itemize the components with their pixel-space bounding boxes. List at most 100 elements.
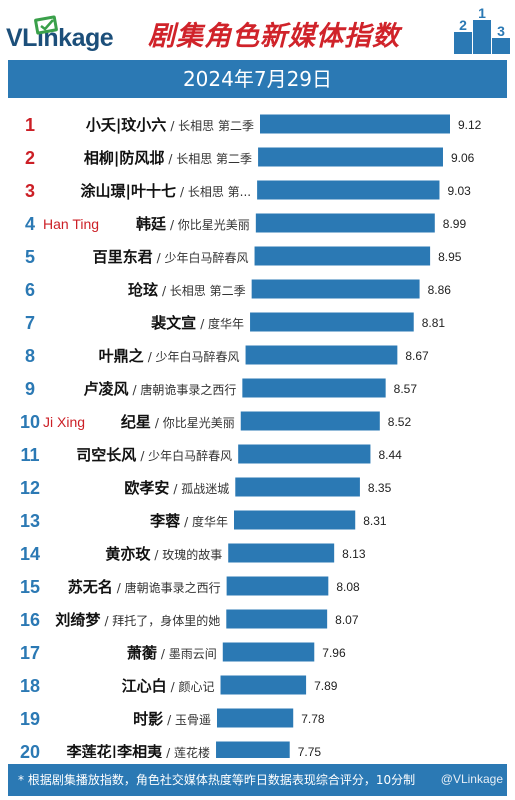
value-label: 7.75 — [298, 745, 322, 758]
drama-title: / 长相思 第二季 — [170, 119, 254, 133]
character-name: 苏无名 — [68, 578, 113, 596]
drama-title: / 你比星光美丽 — [170, 218, 250, 232]
drama-title: / 墨雨云间 — [161, 647, 217, 661]
rank-number: 6 — [25, 280, 35, 300]
row-label: 叶鼎之 / 少年白马醉春风 — [99, 347, 240, 365]
character-name: 相柳|防风邶 — [84, 149, 164, 168]
character-name: 黄亦玫 — [105, 545, 151, 563]
rank-number: 5 — [25, 247, 35, 267]
bar — [222, 642, 315, 662]
header: VLinkage 剧集角色新媒体指数 2 1 3 — [0, 0, 515, 60]
drama-title: / 长相思 第二季 — [168, 152, 252, 166]
footer-note: * 根据剧集播放指数，角色社交媒体热度等昨日数据表现综合评分，10分制 — [8, 764, 507, 796]
drama-title: / 唐朝诡事录之西行 — [117, 580, 221, 595]
value-label: 8.81 — [422, 316, 446, 330]
rank-number: 17 — [20, 643, 40, 663]
podium-label-1: 1 — [478, 6, 486, 21]
rank-number: 10 — [20, 412, 40, 432]
row-label: 卢凌风 / 唐朝诡事录之西行 — [83, 380, 236, 398]
value-label: 8.31 — [363, 514, 387, 528]
bar — [254, 246, 431, 266]
character-name: 叶鼎之 — [99, 347, 144, 365]
value-label: 7.78 — [301, 712, 325, 726]
page-title: 剧集角色新媒体指数 — [148, 21, 400, 52]
character-name: 江心白 — [122, 677, 167, 695]
value-label: 9.03 — [447, 184, 471, 198]
character-name: 玱玹 — [128, 281, 158, 299]
drama-title: / 少年白马醉春风 — [140, 448, 232, 463]
rank-number: 7 — [25, 313, 35, 333]
value-label: 9.12 — [458, 118, 482, 132]
row-label: 李蓉 / 度华年 — [149, 512, 228, 530]
name-annotation: Han Ting — [43, 216, 99, 232]
bar — [245, 345, 398, 365]
name-annotation: Ji Xing — [43, 414, 85, 430]
row-label: 苏无名 / 唐朝诡事录之西行 — [68, 578, 221, 596]
drama-title: / 长相思 第... — [180, 185, 251, 199]
rank-number: 2 — [25, 148, 35, 168]
value-label: 8.07 — [335, 613, 359, 627]
watermark: @VLinkage — [440, 772, 503, 786]
drama-title: / 你比星光美丽 — [155, 416, 235, 430]
character-name: 韩廷 — [136, 215, 167, 233]
character-name: 萧蘅 — [127, 644, 157, 662]
drama-title: / 莲花楼 — [166, 745, 210, 758]
row-label: 涂山璟|叶十七 / 长相思 第... — [81, 182, 252, 201]
rank-number: 20 — [20, 742, 40, 758]
bar — [234, 510, 356, 530]
bar — [216, 741, 290, 758]
podium-label-3: 3 — [497, 23, 505, 39]
row-label: 刘绮梦 / 拜托了，身体里的她 — [55, 611, 220, 629]
value-label: 8.08 — [336, 580, 360, 594]
character-name: 李蓉 — [149, 512, 180, 530]
drama-title: / 孤战迷城 — [173, 482, 229, 496]
bar — [255, 213, 435, 233]
rank-number: 15 — [20, 577, 40, 597]
bar — [216, 708, 294, 728]
drama-title: / 拜托了，身体里的她 — [104, 613, 220, 628]
drama-title: / 度华年 — [200, 316, 244, 331]
rank-number: 19 — [20, 709, 40, 729]
row-label: 裴文宣 / 度华年 — [150, 314, 244, 332]
bar — [257, 180, 440, 200]
row-label: 百里东君 / 少年白马醉春风 — [93, 248, 249, 266]
drama-title: / 少年白马醉春风 — [157, 250, 249, 265]
rank-number: 18 — [20, 676, 40, 696]
character-name: 百里东君 — [93, 248, 153, 266]
drama-title: / 唐朝诡事录之西行 — [132, 382, 236, 397]
row-label: 时影 / 玉骨遥 — [133, 710, 211, 728]
ranking-chart-svg: 1 小夭|玟小六 / 长相思 第二季 9.12 2 相柳|防风邶 / 长相思 第二季 9.06… — [20, 114, 482, 758]
podium-icon: 2 1 3 — [454, 6, 510, 54]
drama-title: / 颜心记 — [171, 679, 215, 694]
bar — [240, 411, 380, 431]
row-label: 司空长风 / 少年白马醉春风 — [76, 446, 232, 464]
drama-title: / 玫瑰的故事 — [154, 547, 222, 562]
drama-title: / 玉骨遥 — [167, 713, 211, 727]
value-label: 8.99 — [443, 217, 467, 231]
row-label: 李莲花|李相夷 / 莲花楼 — [66, 743, 210, 758]
rank-number: 3 — [25, 181, 35, 201]
bar — [260, 114, 450, 134]
row-label: 玱玹 / 长相思 第二季 — [128, 281, 246, 299]
row-label: 江心白 / 颜心记 — [122, 677, 215, 695]
row-label: 欧孝安 / 孤战迷城 — [124, 479, 229, 497]
value-label: 7.89 — [314, 679, 338, 693]
bar — [238, 444, 371, 464]
character-name: 卢凌风 — [83, 380, 128, 398]
bar — [228, 543, 335, 563]
rank-number: 13 — [20, 511, 40, 531]
rank-number: 8 — [25, 346, 35, 366]
rank-number: 9 — [25, 379, 35, 399]
value-label: 8.13 — [342, 547, 366, 561]
rank-number: 11 — [20, 445, 39, 465]
bar — [258, 147, 443, 167]
row-label: 黄亦玫 / 玫瑰的故事 — [105, 545, 222, 563]
character-name: 时影 — [133, 710, 163, 728]
row-label: 纪星 / 你比星光美丽 — [121, 413, 235, 431]
value-label: 8.86 — [428, 283, 452, 297]
date-banner: 2024年7月29日 — [8, 60, 507, 98]
value-label: 7.96 — [322, 646, 346, 660]
bar — [251, 279, 420, 299]
podium-label-2: 2 — [459, 17, 467, 33]
row-label: 韩廷 / 你比星光美丽 — [136, 215, 250, 233]
